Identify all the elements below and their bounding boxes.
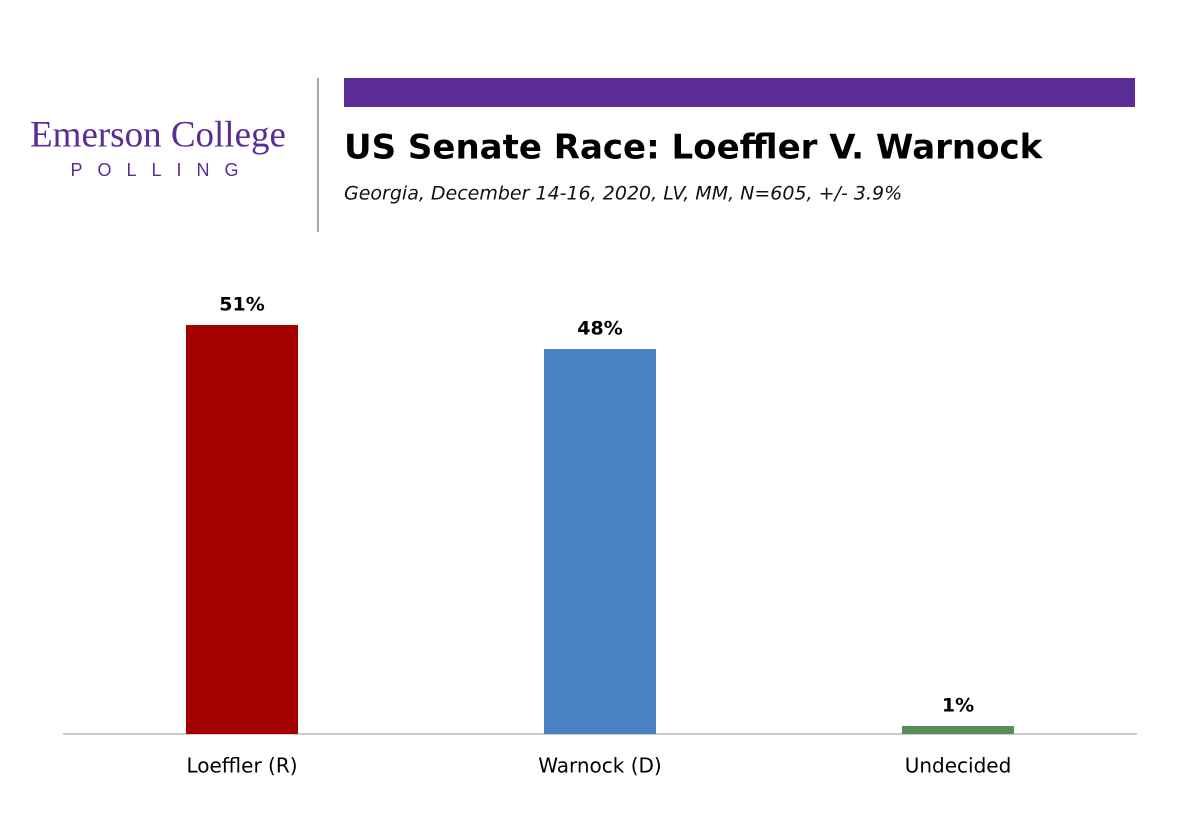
bar: [902, 725, 1014, 734]
value-label: 51%: [219, 294, 264, 316]
x-tick-label: Warnock (D): [538, 754, 661, 778]
logo-name: Emerson College: [30, 114, 286, 155]
bar: [544, 349, 656, 734]
x-tick-label: Undecided: [905, 754, 1012, 778]
logo-tagline: POLLING: [70, 160, 253, 180]
x-tick-label: Loeffler (R): [186, 754, 297, 778]
chart-subtitle: Georgia, December 14-16, 2020, LV, MM, N…: [344, 183, 902, 205]
header-band: [344, 78, 1135, 107]
value-label: 48%: [577, 318, 622, 340]
chart-title: US Senate Race: Loeffler V. Warnock: [344, 128, 1044, 168]
value-label: 1%: [942, 694, 974, 716]
bar: [186, 325, 298, 734]
